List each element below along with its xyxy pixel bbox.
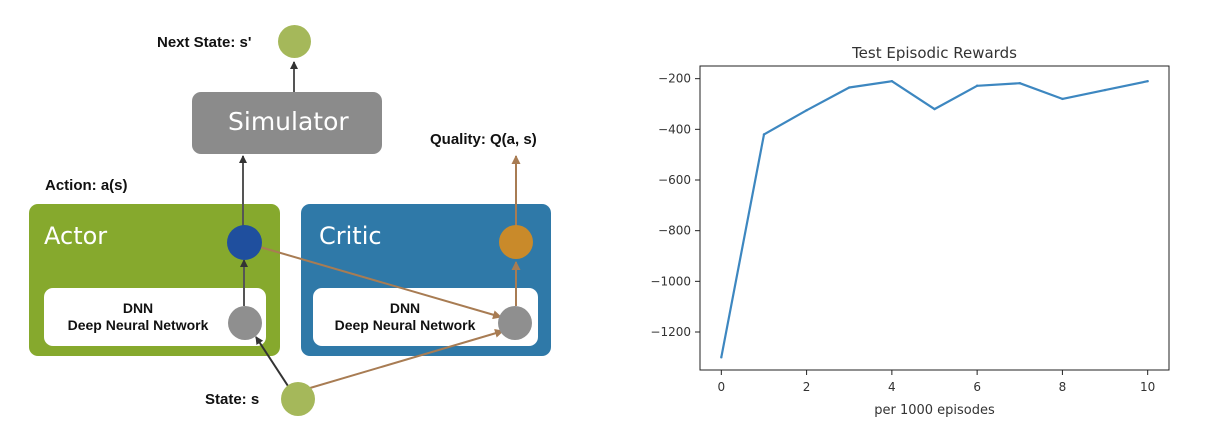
y-tick-label: −400: [658, 122, 691, 136]
x-tick-label: 4: [888, 380, 896, 394]
x-tick-label: 0: [717, 380, 725, 394]
data-point: [1061, 97, 1064, 101]
diagram-arrows: [239, 61, 521, 389]
arrow-state-to-critic-dnn: [309, 328, 504, 389]
y-tick-label: −200: [658, 72, 691, 86]
data-point: [720, 356, 723, 359]
data-point: [933, 107, 936, 111]
data-point: [1146, 80, 1149, 83]
state-node: [281, 382, 315, 416]
series-line-rewards: [720, 80, 1148, 358]
critic-dnn-line1: DNN: [389, 300, 421, 316]
plot-frame: [699, 65, 1170, 371]
data-point: [975, 84, 979, 87]
data-point: [762, 133, 766, 136]
y-tick-label: −1200: [650, 325, 691, 339]
x-axis-label: per 1000 episodes: [874, 403, 995, 418]
y-tick-label: −800: [658, 224, 691, 238]
action-label: Action: a(s): [45, 177, 128, 194]
quality-node: [499, 225, 533, 259]
x-tick-label: 6: [973, 380, 981, 394]
next-state-label: Next State: s': [157, 34, 252, 51]
critic-title: Critic: [319, 222, 382, 250]
actor-title: Actor: [44, 222, 108, 250]
action-node: [227, 225, 262, 260]
actor-dnn-node: [228, 306, 262, 340]
data-point: [1018, 82, 1021, 85]
simulator-title: Simulator: [228, 107, 349, 136]
actor-dnn-line2: Deep Neural Network: [67, 317, 209, 333]
data-point: [890, 80, 894, 83]
critic-box: Critic DNN Deep Neural Network: [301, 204, 551, 356]
actor-dnn-line1: DNN: [122, 300, 154, 316]
chart-title: Test Episodic Rewards: [851, 44, 1017, 62]
x-tick-label: 10: [1140, 380, 1155, 394]
x-tick-label: 2: [803, 380, 811, 394]
y-tick-label: −600: [658, 173, 691, 187]
critic-dnn-line2: Deep Neural Network: [334, 317, 476, 333]
critic-dnn-label: DNN Deep Neural Network: [317, 300, 493, 334]
actor-dnn-label: DNN Deep Neural Network: [48, 300, 228, 334]
critic-dnn-node: [498, 306, 532, 340]
arrow-state-to-actor-dnn: [255, 336, 289, 387]
next-state-node: [278, 25, 311, 58]
y-tick-label: −1000: [650, 274, 691, 288]
state-label: State: s: [205, 391, 260, 408]
simulator-box: Simulator: [192, 92, 382, 154]
data-point: [805, 109, 808, 112]
x-tick-label: 8: [1059, 380, 1067, 394]
quality-label: Quality: Q(a, s): [430, 131, 537, 148]
data-point: [848, 86, 851, 89]
data-point: [1103, 88, 1107, 92]
arrow-action-to-critic-dnn: [259, 246, 502, 320]
